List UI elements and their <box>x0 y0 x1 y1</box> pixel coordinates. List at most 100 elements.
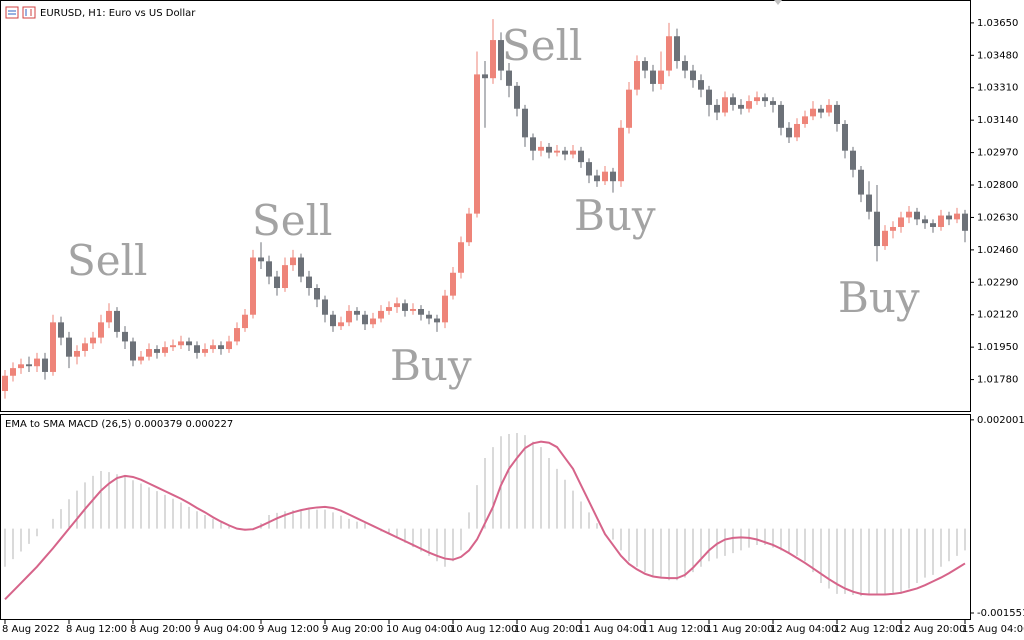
annotation: Buy <box>838 273 920 322</box>
candle-body <box>10 368 16 376</box>
candle-body <box>258 257 264 262</box>
candle-body <box>586 162 592 176</box>
candle-body <box>370 318 376 325</box>
candle-body <box>682 61 688 71</box>
candle-body <box>514 85 520 109</box>
candle-body <box>562 150 568 155</box>
candle-body <box>834 104 840 124</box>
candle-body <box>186 341 192 346</box>
candle-body <box>242 314 248 329</box>
candle-body <box>570 150 576 155</box>
candle-body <box>866 194 872 212</box>
candle-body <box>146 349 152 357</box>
x-tick-label: 10 Aug 12:00 <box>450 624 517 635</box>
candle-body <box>210 345 216 350</box>
candle-body <box>674 36 680 62</box>
x-tick-label: 15 Aug 04:00 <box>962 624 1024 635</box>
annotation: Sell <box>502 21 583 70</box>
candle-body <box>810 108 816 117</box>
x-tick-label: 12 Aug 04:00 <box>770 624 837 635</box>
candle-body <box>162 347 168 353</box>
y-tick-label: 1.02120 <box>977 310 1018 321</box>
candle-body <box>74 350 80 357</box>
annotation: Buy <box>574 191 656 240</box>
candle-body <box>298 257 304 277</box>
y-tick-label: 1.03140 <box>977 115 1018 126</box>
candle-body <box>130 341 136 361</box>
candle-body <box>178 341 184 346</box>
candle-body <box>826 104 832 113</box>
y-tick-label: 1.02970 <box>977 148 1018 159</box>
candle-body <box>906 211 912 218</box>
candle-body <box>594 175 600 182</box>
x-tick-label: 11 Aug 20:00 <box>706 624 773 635</box>
candle-body <box>306 276 312 289</box>
candle-body <box>26 364 32 367</box>
candle-body <box>250 257 256 315</box>
x-tick-label: 8 Aug 2022 <box>2 624 60 635</box>
candle-body <box>58 322 64 338</box>
signal-line <box>4 440 966 601</box>
candle-body <box>138 356 144 361</box>
x-tick-label: 12 Aug 12:00 <box>834 624 901 635</box>
candle-body <box>50 322 56 372</box>
candle-body <box>770 101 776 105</box>
candle-body <box>946 215 952 220</box>
candle-body <box>722 97 728 113</box>
candle-body <box>338 322 344 327</box>
candle-body <box>66 337 72 357</box>
candle-body <box>354 310 360 315</box>
candle-body <box>442 295 448 323</box>
candle-body <box>474 74 480 214</box>
candle-body <box>778 104 784 128</box>
candle-body <box>738 104 744 109</box>
candle-body <box>690 70 696 81</box>
y-tick-label: 1.02800 <box>977 180 1018 191</box>
candle-body <box>378 310 384 319</box>
candle-body <box>930 223 936 227</box>
candle-body <box>602 171 608 182</box>
candle-body <box>954 213 960 220</box>
candle-body <box>498 40 504 71</box>
x-tick-label: 10 Aug 20:00 <box>514 624 581 635</box>
y-tick-label: 1.03310 <box>977 83 1018 94</box>
candle-body <box>882 230 888 247</box>
candle-body <box>714 104 720 113</box>
candle-body <box>98 322 104 338</box>
candle-body <box>282 265 288 289</box>
candle-body <box>658 70 664 84</box>
candle-body <box>106 310 112 323</box>
candle-body <box>386 307 392 311</box>
x-tick-label: 9 Aug 20:00 <box>322 624 383 635</box>
x-tick-label: 8 Aug 12:00 <box>66 624 127 635</box>
candle-body <box>506 70 512 86</box>
candle-body <box>490 40 496 79</box>
candle-body <box>266 261 272 277</box>
candle-body <box>850 150 856 170</box>
indicator-title: EMA to SMA MACD (26,5) 0.000379 0.000227 <box>5 419 233 430</box>
candle-body <box>330 314 336 327</box>
candle-body <box>618 127 624 182</box>
candle-body <box>322 299 328 315</box>
candle-body <box>458 242 464 273</box>
candle-body <box>202 349 208 353</box>
candle-body <box>34 358 40 367</box>
candle-body <box>938 215 944 227</box>
icon <box>22 6 36 19</box>
candle-body <box>154 349 160 353</box>
candle-body <box>762 97 768 102</box>
candle-body <box>634 61 640 90</box>
y-tick-label: 1.03650 <box>977 18 1018 29</box>
candle-body <box>466 213 472 243</box>
candle-body <box>818 108 824 113</box>
annotation: Sell <box>252 196 333 245</box>
x-tick-label: 8 Aug 20:00 <box>130 624 191 635</box>
candle-body <box>962 213 968 231</box>
candle-body <box>234 328 240 342</box>
candle-body <box>362 314 368 325</box>
x-tick-label: 10 Aug 04:00 <box>386 624 453 635</box>
candle-body <box>410 309 416 311</box>
candle-body <box>2 375 8 392</box>
candle-body <box>554 150 560 153</box>
candle-body <box>418 309 424 315</box>
